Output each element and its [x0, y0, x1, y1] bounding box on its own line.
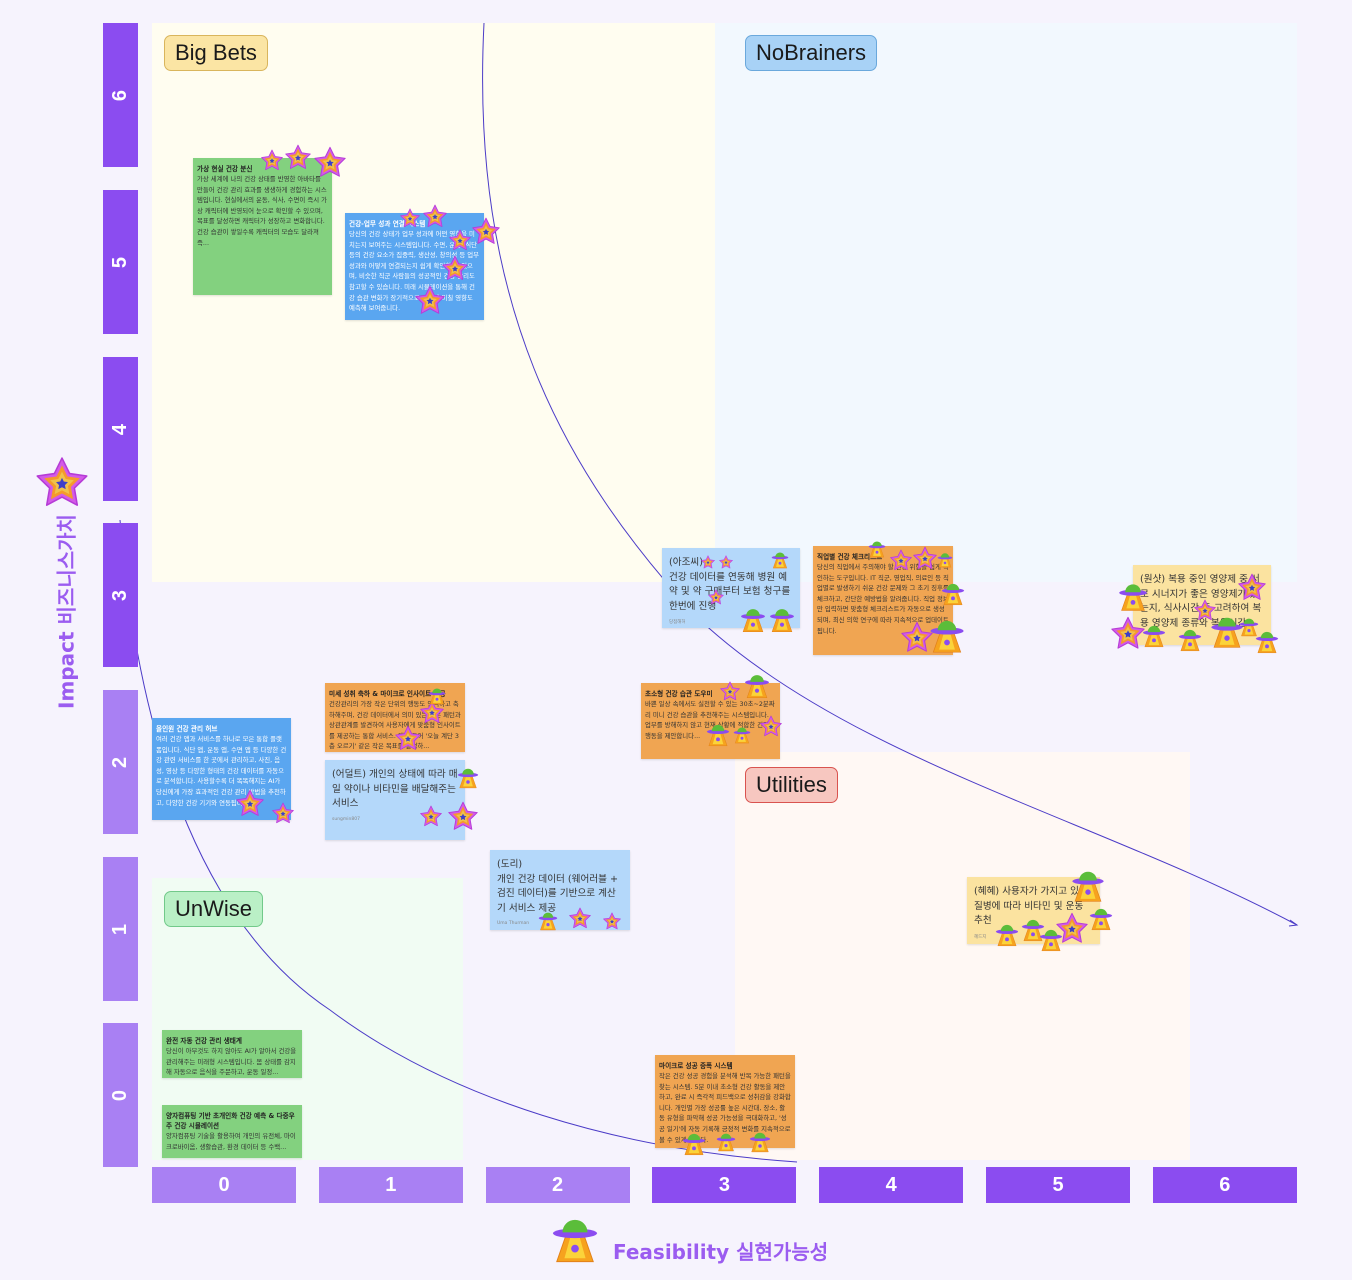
note-author: sungmin807 [332, 816, 360, 822]
y-axis-title: Impact 비즈니스가치 [54, 514, 79, 709]
unwise-label: UnWise [164, 891, 264, 927]
note-body: 건강관리의 가장 작은 단위의 행동도 인식하고 축하해주며, 건강 데이터에서… [329, 700, 461, 751]
note-body: 바쁜 일상 속에서도 실천할 수 있는 30초~2분짜리 미니 건강 습관을 추… [645, 700, 775, 740]
note-title: 양자컴퓨팅 기반 초개인화 건강 예측 & 다중우주 건강 시뮬레이션 [166, 1112, 295, 1130]
big-bets-label: Big Bets [164, 35, 268, 71]
note-body: 당신의 직업에서 주의해야 할 건강 위험을 쉽게 확인하는 도구입니다. IT… [817, 563, 949, 635]
nobrainers-label: NoBrainers [745, 35, 878, 71]
x-axis-tick-0: 0 [152, 1167, 296, 1203]
note-body: (아조씨) 건강 데이터를 연동해 병원 예약 및 약 구매부터 보험 청구를 … [669, 557, 791, 612]
x-axis-tick-2: 2 [485, 1167, 630, 1203]
x-axis-title: Feasibility 실현가능성 [613, 1240, 829, 1264]
note-author: 혜드지 [974, 934, 987, 940]
tick-label: 4 [109, 423, 131, 435]
sticky-note[interactable]: (어덜트) 개인의 상태에 따라 매일 약이나 비타민을 배달해주는 서비스 su… [325, 760, 465, 840]
note-body: (혜혜) 사용자가 가지고 있는 질병에 따라 비타민 및 운동 추천 [974, 886, 1088, 927]
x-axis-tick-1: 1 [318, 1167, 463, 1203]
nobrainers-region [715, 23, 1297, 582]
x-axis-tick-6: 6 [1152, 1167, 1297, 1203]
x-axis-tick-5: 5 [986, 1167, 1130, 1203]
note-title: 미세 성취 축하 & 마이크로 인사이트 제공 [329, 690, 446, 698]
note-title: 초소형 건강 습관 도우미 [645, 690, 713, 698]
note-body: 여러 건강 앱과 서비스를 하나로 모은 통합 플랫폼입니다. 식단 앱, 운동… [156, 735, 287, 807]
note-body: 양자컴퓨팅 기술을 활용하여 개인의 유전체, 마이크로바이옴, 생활습관, 환… [166, 1132, 296, 1151]
note-title: 직업별 건강 체크리스트 [817, 553, 883, 561]
y-axis-tick-6: 6 [103, 23, 138, 167]
y-axis-tick-1: 1 [103, 857, 138, 1001]
note-title: 완전 자동 건강 관리 생태계 [166, 1037, 242, 1045]
sticky-note[interactable]: (원샷) 복용 중인 영양제 중 서로 시너지가 좋은 영양제가 있는지, 식사… [1133, 565, 1271, 645]
tick-label: 0 [109, 1089, 131, 1101]
y-axis-tick-3: 3 [103, 523, 138, 667]
note-body: 가상 세계에 나의 건강 상태를 반영한 아바타를 만들어 건강 관리 효과를 … [197, 175, 327, 247]
x-axis-tick-3: 3 [652, 1167, 797, 1203]
y-axis-tick-4: 4 [103, 357, 138, 501]
note-title: 가상 현실 건강 분신 [197, 165, 253, 173]
y-axis-tick-2: 2 [103, 690, 138, 834]
utilities-label: Utilities [745, 767, 838, 803]
tick-label: 5 [109, 256, 131, 268]
tick-label: 3 [109, 589, 131, 601]
note-body: (원샷) 복용 중인 영양제 중 서로 시너지가 좋은 영양제가 있는지, 식사… [1140, 574, 1262, 629]
note-author: 당점해허 [669, 620, 686, 626]
sticky-note[interactable]: (아조씨) 건강 데이터를 연동해 병원 예약 및 약 구매부터 보험 청구를 … [662, 548, 800, 628]
upper-curve [482, 22, 1298, 926]
note-body: (어덜트) 개인의 상태에 따라 매일 약이나 비타민을 배달해주는 서비스 [332, 769, 458, 810]
note-title: 마이크로 성공 증폭 시스템 [659, 1062, 733, 1070]
utilities-region [735, 752, 1190, 1160]
x-axis-tick-4: 4 [819, 1167, 964, 1203]
note-body: 당신이 아무것도 하지 않아도 AI가 알아서 건강을 관리해주는 미래형 시스… [166, 1047, 297, 1077]
tick-label: 6 [109, 89, 131, 101]
note-body: (도리) 개인 건강 데이터 (웨어러블 + 검진 데이터)를 기반으로 계산기… [497, 859, 619, 914]
y-axis-tick-0: 0 [103, 1023, 138, 1167]
upper-curve-arrow [1288, 919, 1299, 927]
tick-label: 2 [109, 756, 131, 768]
sticky-note[interactable]: (도리) 개인 건강 데이터 (웨어러블 + 검진 데이터)를 기반으로 계산기… [490, 850, 630, 930]
note-title: 올인원 건강 관리 허브 [156, 725, 218, 733]
y-axis-tick-5: 5 [103, 190, 138, 334]
note-author: Uma Thurman [497, 921, 530, 927]
tick-label: 1 [109, 923, 131, 935]
note-title: 건강-업무 성과 연결 시스템 [349, 220, 426, 228]
note-body: 작은 건강 성공 경험을 분석해 반복 가능한 패턴을 찾는 시스템. 5분 이… [659, 1072, 791, 1144]
note-body: 당신의 건강 상태가 업무 성과에 어떤 영향을 미치는지 보여주는 시스템입니… [349, 230, 479, 313]
